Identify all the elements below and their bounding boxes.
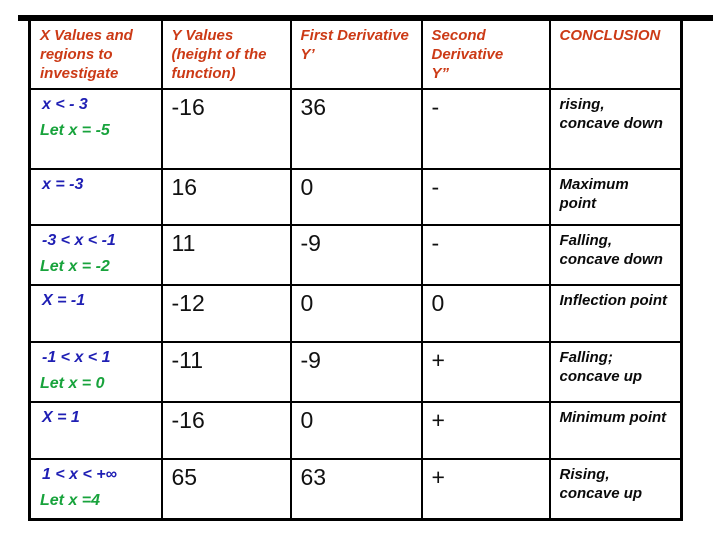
region-cell: X = -1 (28, 283, 163, 343)
table-row: X = -1 -12 0 0 Inflection point (28, 283, 683, 343)
let-value-label: Let x =4 (40, 491, 101, 509)
table-row: x < - 3 Let x = -5 -16 36 - rising, conc… (28, 87, 683, 170)
let-value-label: Let x = 0 (40, 374, 105, 392)
region-label: X = 1 (42, 408, 80, 426)
y-value-cell: -16 (160, 400, 292, 460)
header-row: X Values and regions to investigate Y Va… (28, 18, 683, 90)
region-label: X = -1 (42, 291, 86, 309)
conclusion-cell: Maximum point (548, 167, 683, 226)
region-cell: X = 1 (28, 400, 163, 460)
y-value-cell: 65 (160, 457, 292, 521)
y-prime-cell: 0 (289, 400, 423, 460)
y-double-prime-cell: 0 (420, 283, 551, 343)
header-cell-first-derivative: First Derivative Y’ (289, 18, 423, 90)
header-cell-x-values: X Values and regions to investigate (28, 18, 163, 90)
y-value-cell: 16 (160, 167, 292, 226)
y-double-prime-cell: + (420, 457, 551, 521)
region-cell: -1 < x < 1 Let x = 0 (28, 340, 163, 403)
region-cell: -3 < x < -1 Let x = -2 (28, 223, 163, 286)
y-prime-cell: 0 (289, 167, 423, 226)
let-value-label: Let x = -5 (40, 121, 110, 139)
table-row: -1 < x < 1 Let x = 0 -11 -9 + Falling; c… (28, 340, 683, 403)
y-prime-cell: 63 (289, 457, 423, 521)
y-prime-cell: 36 (289, 87, 423, 170)
y-prime-cell: 0 (289, 283, 423, 343)
y-prime-cell: -9 (289, 340, 423, 403)
y-prime-cell: -9 (289, 223, 423, 286)
conclusion-cell: Falling; concave up (548, 340, 683, 403)
header-cell-second-derivative: Second Derivative Y” (420, 18, 551, 90)
let-value-label: Let x = -2 (40, 257, 110, 275)
region-label: -3 < x < -1 (42, 231, 116, 249)
region-cell: x < - 3 Let x = -5 (28, 87, 163, 170)
y-double-prime-cell: + (420, 340, 551, 403)
region-label: 1 < x < +∞ (42, 465, 118, 483)
conclusion-cell: Minimum point (548, 400, 683, 460)
y-double-prime-cell: + (420, 400, 551, 460)
derivative-analysis-table: X Values and regions to investigate Y Va… (28, 18, 683, 521)
header-cell-y-values: Y Values (height of the function) (160, 18, 292, 90)
region-cell: 1 < x < +∞ Let x =4 (28, 457, 163, 521)
y-double-prime-cell: - (420, 167, 551, 226)
conclusion-cell: Falling, concave down (548, 223, 683, 286)
conclusion-cell: rising, concave down (548, 87, 683, 170)
conclusion-cell: Rising, concave up (548, 457, 683, 521)
header-cell-conclusion: CONCLUSION (548, 18, 683, 90)
region-label: x = -3 (42, 175, 84, 193)
table-row: 1 < x < +∞ Let x =4 65 63 + Rising, conc… (28, 457, 683, 521)
y-double-prime-cell: - (420, 87, 551, 170)
y-value-cell: -11 (160, 340, 292, 403)
region-cell: x = -3 (28, 167, 163, 226)
y-value-cell: -12 (160, 283, 292, 343)
conclusion-cell: Inflection point (548, 283, 683, 343)
y-double-prime-cell: - (420, 223, 551, 286)
region-label: x < - 3 (42, 95, 88, 113)
y-value-cell: -16 (160, 87, 292, 170)
y-value-cell: 11 (160, 223, 292, 286)
table-row: x = -3 16 0 - Maximum point (28, 167, 683, 226)
table-row: X = 1 -16 0 + Minimum point (28, 400, 683, 460)
region-label: -1 < x < 1 (42, 348, 111, 366)
table-row: -3 < x < -1 Let x = -2 11 -9 - Falling, … (28, 223, 683, 286)
